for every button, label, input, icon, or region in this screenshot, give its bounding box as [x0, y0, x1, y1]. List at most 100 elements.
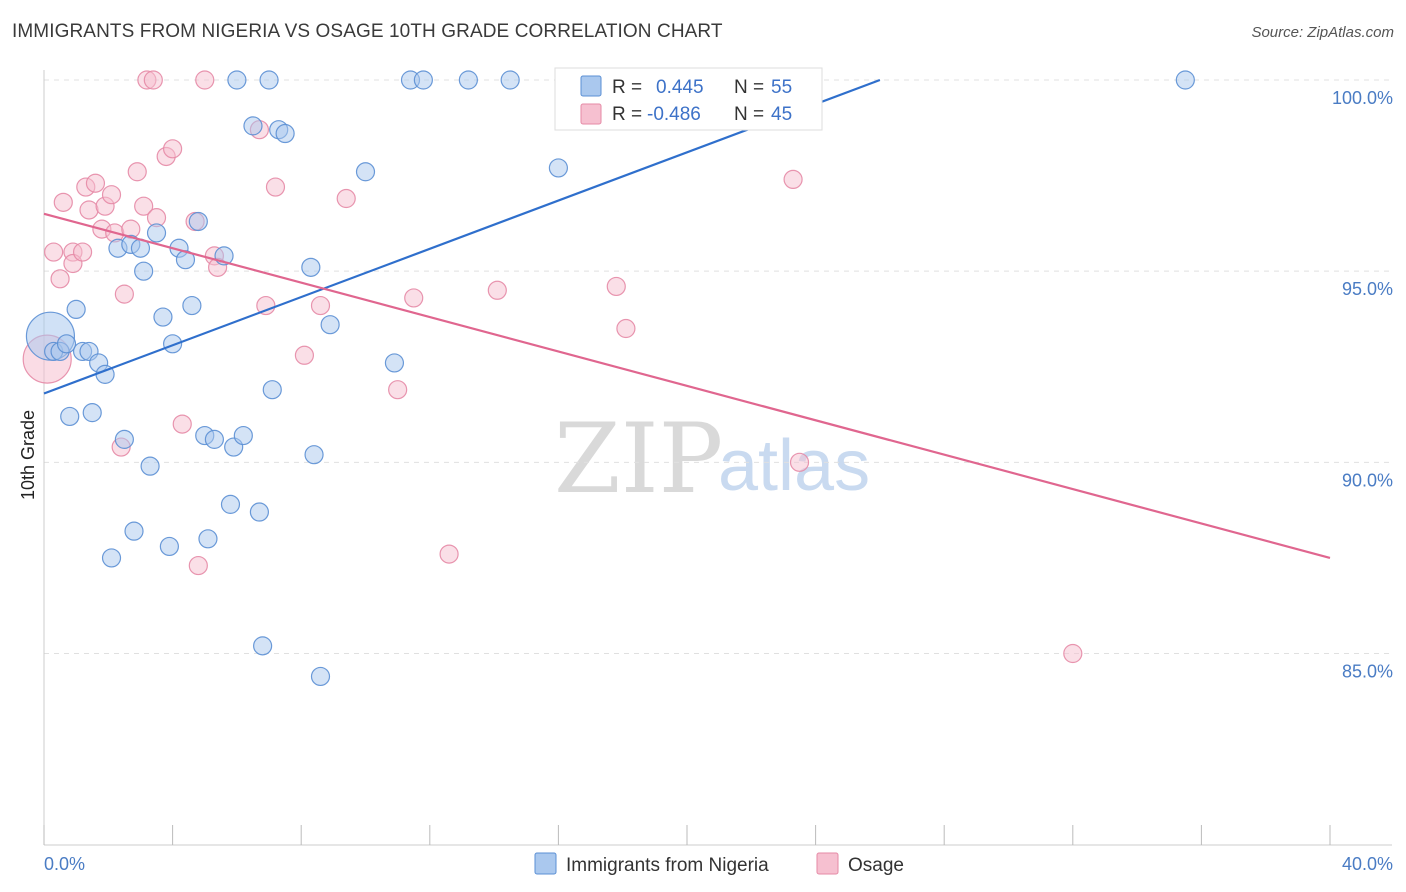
nigeria-point-17	[134, 261, 154, 281]
legend-swatch-osage	[580, 103, 602, 125]
legend-n-value-2: 45	[771, 104, 792, 125]
osage-point-18	[134, 196, 154, 216]
osage-point-26	[188, 555, 208, 576]
nigeria-point-50	[458, 70, 478, 90]
osage-point-44	[1063, 643, 1083, 664]
osage-point-33	[294, 345, 315, 365]
tick-labels: 85.0% 90.0% 95.0% 100.0% 0.0% 40.0%	[44, 88, 1393, 874]
osage-point-40	[606, 276, 626, 297]
nigeria-point-20	[153, 307, 173, 327]
series-legend: Immigrants from Nigeria Osage	[534, 852, 904, 876]
nigeria-point-35	[243, 116, 263, 136]
legend-n-value-1: 55	[771, 77, 792, 98]
osage-point-6	[72, 242, 93, 262]
nigeria-point-36	[249, 502, 270, 522]
y-tick-label-100: 100.0%	[1332, 88, 1393, 108]
nigeria-point-39	[262, 380, 282, 400]
nigeria-trend-line	[43, 78, 881, 395]
x-tick-label-min: 0.0%	[44, 854, 85, 874]
nigeria-point-41	[275, 123, 295, 144]
watermark-zip: ZIP	[554, 403, 723, 515]
osage-point-34	[310, 295, 331, 316]
legend-r-label-2: R =	[612, 104, 642, 125]
nigeria-point-13	[114, 429, 134, 449]
nigeria-point-11	[101, 548, 122, 568]
nigeria-point-51	[500, 70, 520, 90]
y-tick-label-90: 90.0%	[1342, 470, 1393, 490]
osage-points	[22, 70, 1083, 664]
nigeria-point-26	[188, 211, 208, 232]
osage-point-36	[388, 380, 408, 400]
nigeria-point-49	[413, 70, 433, 90]
nigeria-point-34	[227, 70, 247, 90]
osage-point-15	[114, 284, 134, 304]
nigeria-point-15	[124, 521, 144, 541]
watermark: ZIP atlas	[554, 403, 870, 515]
osage-point-1	[44, 242, 64, 262]
legend-r-value-1: 0.445	[656, 77, 704, 98]
legend-r-label-1: R =	[612, 77, 642, 98]
y-tick-label-95: 95.0%	[1342, 279, 1393, 299]
nigeria-point-47	[384, 353, 405, 373]
nigeria-point-44	[310, 666, 331, 687]
chart-title: IMMIGRANTS FROM NIGERIA VS OSAGE 10TH GR…	[12, 21, 723, 42]
osage-point-8	[79, 200, 99, 220]
x-tick-label-max: 40.0%	[1342, 854, 1393, 874]
axes	[43, 70, 1392, 846]
legend-swatch-osage-bottom	[816, 852, 839, 875]
osage-point-20	[143, 70, 163, 90]
osage-point-2	[50, 269, 70, 289]
osage-point-42	[783, 169, 803, 190]
nigeria-point-33	[233, 425, 253, 446]
osage-point-43	[789, 452, 810, 472]
nigeria-point-38	[259, 70, 279, 90]
nigeria-point-42	[301, 257, 321, 277]
osage-point-24	[172, 414, 192, 434]
nigeria-point-29	[204, 429, 224, 449]
legend-label-nigeria: Immigrants from Nigeria	[566, 855, 769, 876]
legend-r-value-2: -0.486	[647, 104, 701, 125]
nigeria-point-25	[182, 295, 202, 316]
osage-point-3	[53, 192, 73, 212]
gridlines	[44, 79, 1392, 654]
nigeria-point-4	[60, 406, 80, 427]
nigeria-point-22	[163, 334, 183, 354]
legend-swatch-nigeria	[580, 75, 602, 97]
nigeria-point-37	[253, 636, 273, 656]
osage-point-27	[195, 70, 215, 90]
osage-point-37	[404, 288, 424, 308]
osage-point-38	[439, 544, 459, 564]
nigeria-point-8	[82, 403, 102, 423]
nigeria-point-5	[66, 299, 86, 319]
osage-point-32	[265, 177, 286, 197]
osage-point-41	[616, 318, 636, 339]
osage-trend-line	[43, 212, 1331, 559]
nigeria-points	[25, 70, 1195, 687]
nigeria-point-45	[320, 315, 340, 335]
source-label: Source: ZipAtlas.com	[1251, 24, 1394, 41]
osage-point-9	[85, 173, 106, 193]
osage-point-17	[127, 162, 147, 182]
legend-n-label-1: N =	[734, 77, 764, 98]
nigeria-point-21	[159, 536, 179, 557]
nigeria-point-31	[220, 494, 241, 514]
nigeria-point-19	[146, 223, 167, 243]
nigeria-point-3	[56, 334, 77, 354]
correlation-legend: R = 0.445 N = 55 R = -0.486 N = 45	[554, 67, 823, 131]
y-tick-label-85: 85.0%	[1342, 662, 1393, 682]
y-axis-title: 10th Grade	[18, 410, 38, 500]
osage-point-35	[336, 188, 356, 209]
osage-point-31	[256, 295, 276, 316]
osage-point-23	[163, 139, 183, 159]
nigeria-point-43	[304, 445, 324, 465]
nigeria-point-54	[1175, 70, 1195, 90]
trend-lines	[43, 78, 1331, 559]
legend-swatch-nigeria-bottom	[534, 852, 557, 875]
nigeria-point-18	[140, 456, 160, 476]
nigeria-point-46	[355, 162, 376, 182]
nigeria-point-28	[198, 529, 218, 549]
legend-n-label-2: N =	[734, 104, 764, 125]
nigeria-point-52	[548, 158, 569, 178]
legend-label-osage: Osage	[848, 855, 904, 876]
